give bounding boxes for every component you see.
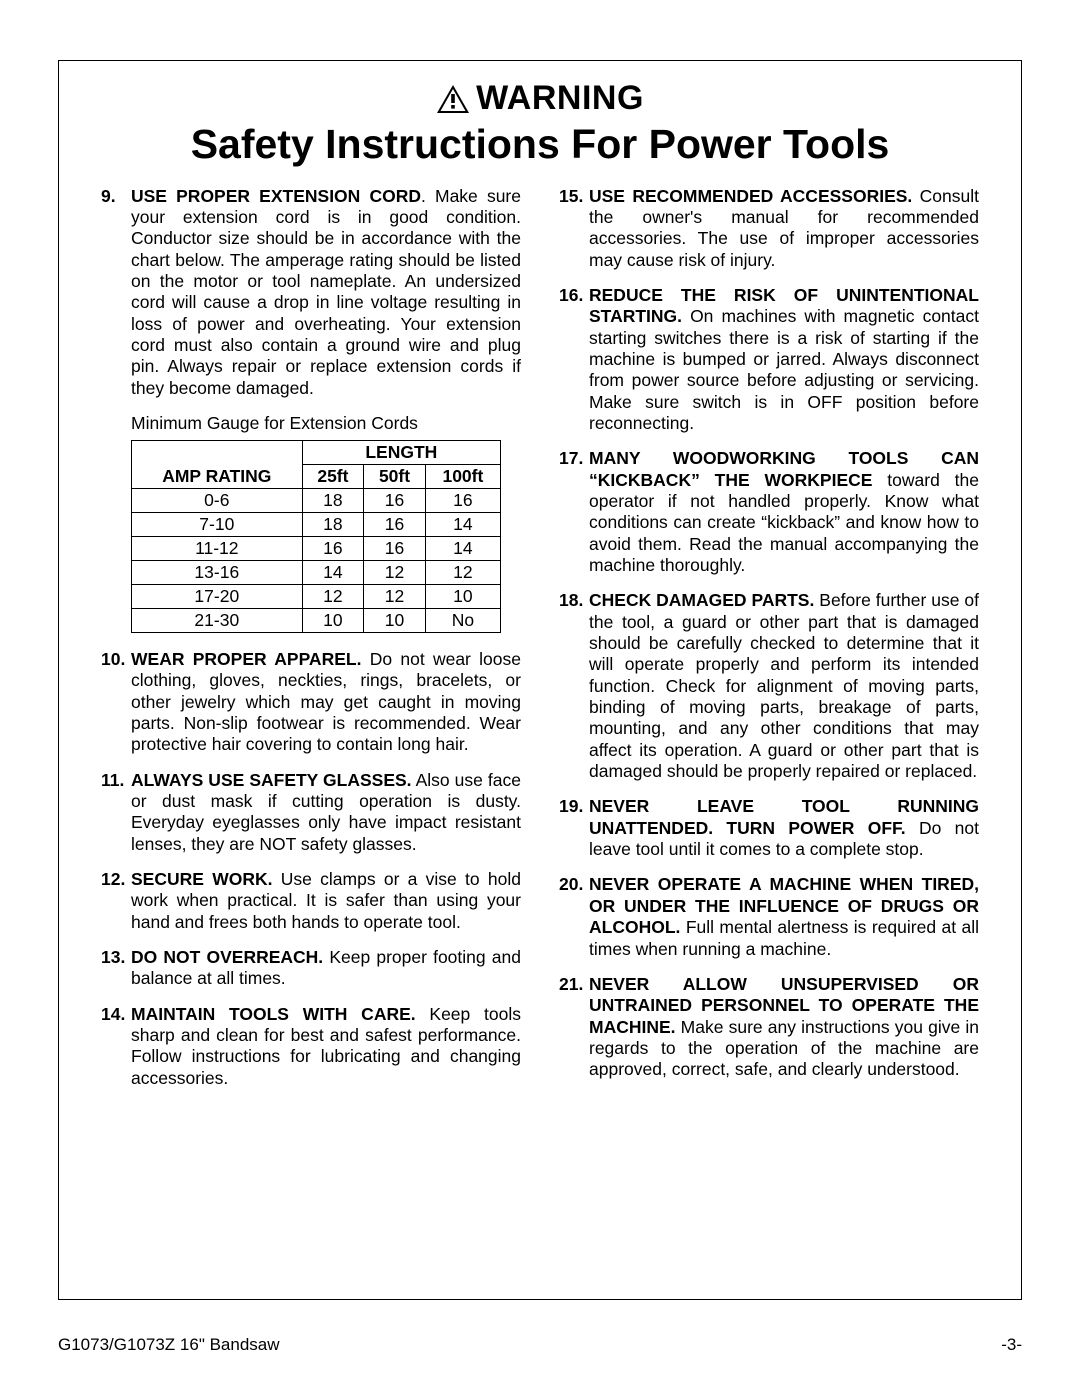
warning-line: WARNING: [436, 79, 644, 118]
item-punct: [361, 649, 369, 669]
cell: 14: [425, 512, 500, 536]
item-number: 18.: [559, 590, 583, 611]
col-header: 25ft: [302, 464, 364, 488]
table-caption: Minimum Gauge for Extension Cords: [131, 413, 521, 434]
cell: No: [425, 608, 500, 632]
item-lead: WEAR PROPER APPAREL.: [131, 649, 361, 669]
item-lead: DO NOT OVERREACH.: [131, 947, 323, 967]
instruction-item: 12.SECURE WORK. Use clamps or a vise to …: [101, 869, 521, 933]
instruction-item: 18. CHECK DAMAGED PARTS. Before further u…: [559, 590, 979, 782]
cell: 11-12: [132, 536, 303, 560]
length-header: LENGTH: [302, 440, 500, 464]
item-lead: USE RECOMMENDED ACCESSORIES.: [589, 186, 912, 206]
instruction-item: 11.ALWAYS USE SAFETY GLASSES. Also use f…: [101, 770, 521, 855]
item-punct: [912, 186, 919, 206]
item-number: 20.: [559, 874, 583, 895]
cell: 7-10: [132, 512, 303, 536]
instruction-list-right: 15.USE RECOMMENDED ACCESSORIES. Consult …: [559, 186, 979, 1081]
instruction-list-left: 9. USE PROPER EXTENSION CORD. Make sure …: [101, 186, 521, 399]
item-punct: [906, 818, 919, 838]
item-body: Before further use of the tool, a guard …: [589, 590, 979, 781]
cell: 12: [425, 560, 500, 584]
amp-rating-header: AMP RATING: [132, 440, 303, 488]
instruction-item: 16.REDUCE THE RISK OF UNINTENTIONAL STAR…: [559, 285, 979, 434]
footer-right: -3-: [1001, 1335, 1022, 1355]
instruction-item: 14.MAINTAIN TOOLS WITH CARE. Keep tools …: [101, 1004, 521, 1089]
page-footer: G1073/G1073Z 16" Bandsaw -3-: [58, 1335, 1022, 1355]
item-number: 17.: [559, 448, 583, 469]
table-row: 21-301010No: [132, 608, 501, 632]
cell: 21-30: [132, 608, 303, 632]
col-header: 50ft: [364, 464, 426, 488]
cell: 16: [364, 536, 426, 560]
item-number: 11.: [101, 770, 124, 791]
cell: 16: [364, 512, 426, 536]
cell: 0-6: [132, 488, 303, 512]
table-row: 11-12161614: [132, 536, 501, 560]
table-header-row: AMP RATING LENGTH: [132, 440, 501, 464]
item-number: 13.: [101, 947, 125, 968]
content-frame: WARNING Safety Instructions For Power To…: [58, 60, 1022, 1300]
item-number: 16.: [559, 285, 583, 306]
extension-cord-table: AMP RATING LENGTH 25ft 50ft 100ft 0-6181…: [131, 440, 501, 633]
table-row: 0-6181616: [132, 488, 501, 512]
cell: 10: [364, 608, 426, 632]
cell: 10: [302, 608, 364, 632]
right-column: 15.USE RECOMMENDED ACCESSORIES. Consult …: [559, 186, 979, 1104]
cell: 18: [302, 488, 364, 512]
col-header: 100ft: [425, 464, 500, 488]
item-number: 21.: [559, 974, 583, 995]
cell: 16: [425, 488, 500, 512]
item-number: 15.: [559, 186, 583, 207]
instruction-item: 10.WEAR PROPER APPAREL. Do not wear loos…: [101, 649, 521, 756]
cell: 13-16: [132, 560, 303, 584]
cell: 12: [364, 584, 426, 608]
item-punct: .: [421, 186, 435, 206]
table-row: 13-16141212: [132, 560, 501, 584]
item-number: 19.: [559, 796, 583, 817]
instruction-item: 19.NEVER LEAVE TOOL RUNNING UNATTENDED. …: [559, 796, 979, 860]
cell: 12: [302, 584, 364, 608]
item-lead: CHECK DAMAGED PARTS.: [589, 590, 814, 610]
cell: 18: [302, 512, 364, 536]
table-row: 17-20121210: [132, 584, 501, 608]
instruction-list-left-2: 10.WEAR PROPER APPAREL. Do not wear loos…: [101, 649, 521, 1089]
instruction-item: 15.USE RECOMMENDED ACCESSORIES. Consult …: [559, 186, 979, 271]
instruction-item: 13.DO NOT OVERREACH. Keep proper footing…: [101, 947, 521, 990]
warning-label: WARNING: [476, 79, 644, 118]
item-lead: SECURE WORK.: [131, 869, 272, 889]
cell: 14: [425, 536, 500, 560]
left-column: 9. USE PROPER EXTENSION CORD. Make sure …: [101, 186, 521, 1104]
table-row: 7-10181614: [132, 512, 501, 536]
item-punct: [872, 470, 887, 490]
item-punct: [682, 306, 690, 326]
cell: 12: [364, 560, 426, 584]
instruction-item: 21.NEVER ALLOW UNSUPERVISED OR UNTRAINED…: [559, 974, 979, 1081]
item-punct: [272, 869, 280, 889]
item-body: Make sure your extension cord is in good…: [131, 186, 521, 398]
instruction-item: 9. USE PROPER EXTENSION CORD. Make sure …: [101, 186, 521, 399]
page-header: WARNING Safety Instructions For Power To…: [101, 79, 979, 168]
warning-triangle-icon: [436, 84, 470, 114]
item-lead: MAINTAIN TOOLS WITH CARE.: [131, 1004, 416, 1024]
page-title: Safety Instructions For Power Tools: [101, 121, 979, 168]
instruction-item: 17.MANY WOODWORKING TOOLS CAN “KICKBACK”…: [559, 448, 979, 576]
cell: 16: [302, 536, 364, 560]
item-number: 9.: [101, 186, 116, 207]
item-lead: USE PROPER EXTENSION CORD: [131, 186, 421, 206]
item-lead: ALWAYS USE SAFETY GLASSES.: [131, 770, 412, 790]
item-number: 12.: [101, 869, 125, 890]
two-column-layout: 9. USE PROPER EXTENSION CORD. Make sure …: [101, 186, 979, 1104]
instruction-item: 20.NEVER OPERATE A MACHINE WHEN TIRED, O…: [559, 874, 979, 959]
footer-left: G1073/G1073Z 16" Bandsaw: [58, 1335, 280, 1355]
cell: 17-20: [132, 584, 303, 608]
item-number: 10.: [101, 649, 125, 670]
cell: 10: [425, 584, 500, 608]
item-punct: [416, 1004, 430, 1024]
item-number: 14.: [101, 1004, 125, 1025]
cell: 14: [302, 560, 364, 584]
cell: 16: [364, 488, 426, 512]
